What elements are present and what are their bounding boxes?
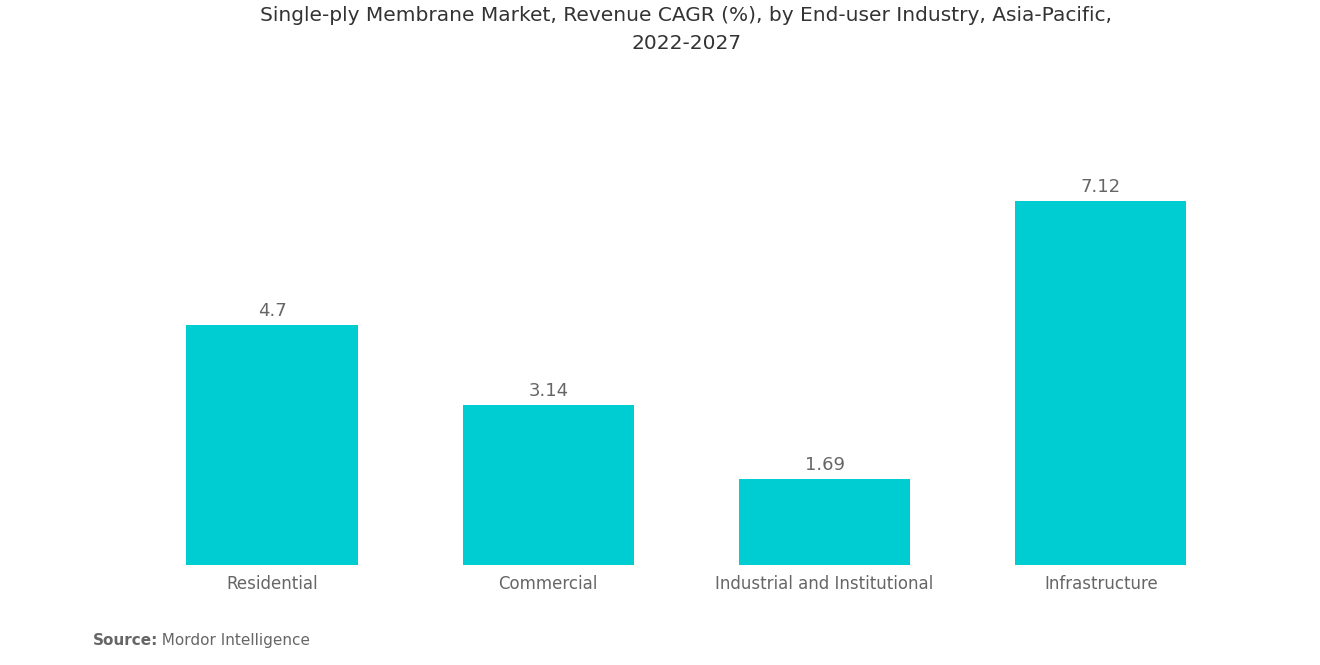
Title: Single-ply Membrane Market, Revenue CAGR (%), by End-user Industry, Asia-Pacific: Single-ply Membrane Market, Revenue CAGR… [260, 6, 1113, 53]
Bar [1015, 201, 1187, 565]
Text: 1.69: 1.69 [804, 456, 845, 473]
Bar [739, 479, 911, 565]
Text: Mordor Intelligence: Mordor Intelligence [152, 633, 310, 648]
Text: Source:: Source: [92, 633, 158, 648]
Bar [462, 405, 634, 565]
Bar [186, 325, 358, 565]
Text: 7.12: 7.12 [1081, 178, 1121, 196]
Text: 4.7: 4.7 [257, 302, 286, 320]
Text: 3.14: 3.14 [528, 382, 569, 400]
